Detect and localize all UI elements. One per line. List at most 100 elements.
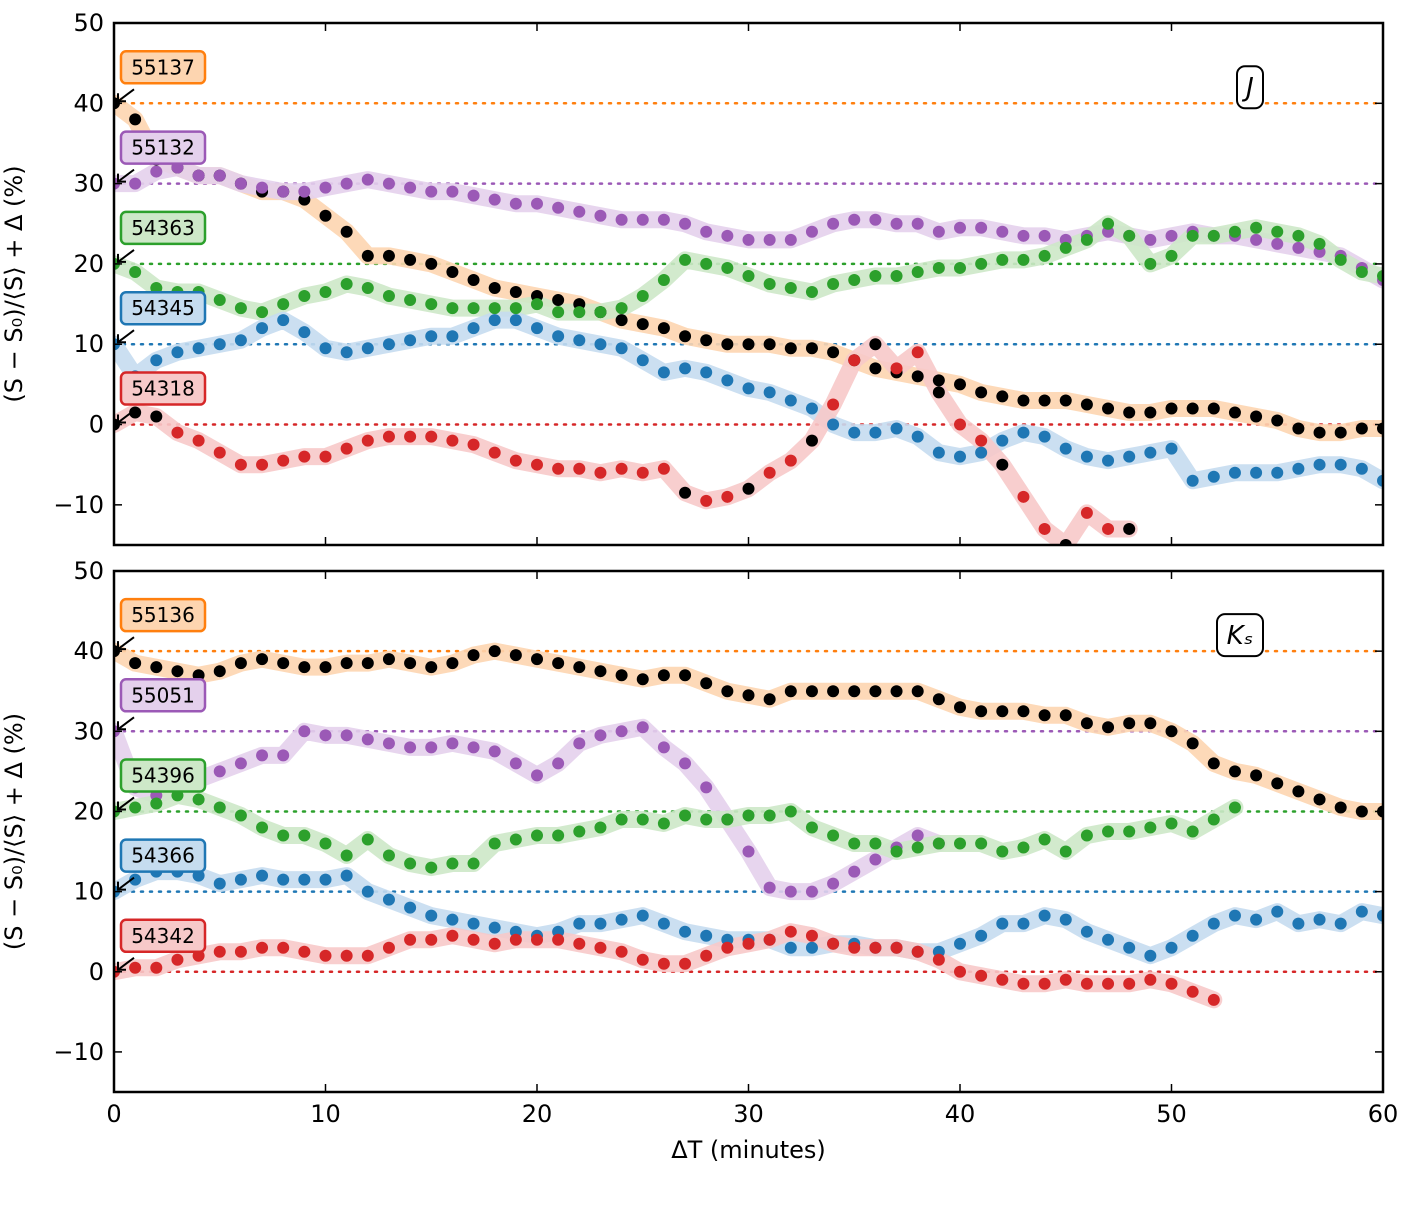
data-point-55132-24 (615, 213, 628, 226)
data-point-54318-12 (361, 434, 374, 447)
data-point-55136-59 (1355, 805, 1368, 818)
series-tag-box-54318 (119, 371, 207, 406)
data-point-54396-25 (636, 813, 649, 826)
data-point-54363-19 (509, 302, 522, 315)
data-point-54318-47 (1102, 522, 1115, 535)
tag-arrow-head (117, 881, 126, 891)
data-point-54396-6 (234, 809, 247, 822)
data-point-54345-51 (1186, 474, 1199, 487)
data-point-55132-43 (1017, 229, 1030, 242)
data-point-54342-11 (340, 949, 353, 962)
data-point-55136-5 (213, 665, 226, 678)
series-tag-box-54345 (119, 290, 207, 326)
data-point-54318-38 (911, 346, 924, 359)
data-point-54345-28 (700, 366, 713, 379)
tag-arrow-shaft (117, 168, 135, 183)
data-point-55132-42 (996, 225, 1009, 238)
data-point-54345-13 (382, 338, 395, 351)
data-point-54345-49 (1144, 446, 1157, 459)
x-tick-label: 0 (106, 1100, 121, 1128)
data-point-54363-38 (911, 265, 924, 278)
data-point-54342-52 (1207, 993, 1220, 1006)
data-point-54396-49 (1144, 821, 1157, 834)
data-point-55137-32 (784, 342, 797, 355)
data-point-55137-26 (657, 322, 670, 335)
data-point-55136-7 (256, 653, 269, 666)
data-point-54363-34 (827, 278, 840, 290)
data-point-55137-29 (721, 338, 734, 351)
data-point-55051-34 (827, 877, 840, 890)
data-point-54318-9 (298, 450, 311, 463)
data-point-54396-22 (573, 825, 586, 838)
data-point-54342-13 (382, 941, 395, 954)
data-point-54318-11 (340, 442, 353, 455)
data-point-54345-25 (636, 354, 649, 367)
data-point-54345-56 (1292, 462, 1305, 475)
data-point-54318-48 (1123, 522, 1136, 535)
data-point-55137-55 (1271, 414, 1284, 427)
data-point-54363-31 (763, 278, 776, 290)
data-point-55137-25 (636, 318, 649, 331)
data-point-54396-29 (721, 813, 734, 826)
data-point-55136-29 (721, 685, 734, 698)
data-point-54345-59 (1355, 462, 1368, 475)
data-point-55137-39 (932, 374, 945, 387)
data-point-54396-8 (277, 829, 290, 842)
data-point-54396-21 (552, 829, 565, 842)
data-point-54345-29 (721, 374, 734, 387)
data-point-54396-18 (488, 837, 501, 850)
data-point-54396-39 (932, 837, 945, 850)
band-label-box (1236, 65, 1264, 110)
data-point-54345-37 (890, 422, 903, 435)
data-point-55136-2 (150, 661, 163, 674)
data-point-55132-22 (573, 205, 586, 218)
data-point-54318-40 (954, 418, 966, 431)
data-point-54318-18 (488, 446, 501, 459)
data-point-54345-17 (467, 322, 480, 335)
data-point-55132-28 (700, 225, 713, 238)
data-point-54396-38 (911, 841, 924, 854)
data-point-54366-25 (636, 909, 649, 922)
data-point-55132-17 (467, 189, 480, 202)
data-point-54363-56 (1292, 229, 1305, 242)
y-tick-label: 50 (73, 9, 104, 37)
data-point-55137-18 (488, 282, 501, 295)
data-point-54345-32 (784, 394, 797, 407)
x-tick-label: 50 (1156, 1100, 1187, 1128)
data-point-54363-48 (1123, 229, 1136, 242)
data-point-54318-3 (171, 426, 184, 439)
data-point-55136-30 (742, 689, 755, 702)
data-point-54345-20 (531, 322, 543, 335)
data-point-54363-37 (890, 269, 903, 282)
data-point-54396-26 (657, 817, 670, 830)
data-point-54366-28 (700, 929, 713, 942)
series-tag-box-54363 (119, 210, 207, 246)
data-point-54366-52 (1207, 917, 1220, 930)
data-point-54363-23 (594, 306, 607, 319)
data-point-54363-14 (404, 294, 417, 307)
data-point-55051-7 (256, 749, 269, 762)
data-point-54318-19 (509, 454, 522, 467)
data-point-55137-57 (1313, 426, 1326, 439)
data-point-54345-14 (404, 334, 417, 347)
data-point-55137-41 (975, 386, 988, 399)
data-point-54342-51 (1186, 985, 1199, 998)
tag-arrow-shaft (117, 956, 135, 971)
data-point-54396-13 (382, 849, 395, 862)
y-tick-label: −10 (53, 1038, 104, 1066)
data-point-54345-33 (805, 402, 818, 415)
data-point-54366-43 (1017, 917, 1030, 930)
data-point-54366-59 (1355, 905, 1368, 918)
data-point-55132-35 (848, 213, 861, 226)
data-point-54345-57 (1313, 458, 1326, 471)
data-point-55132-32 (784, 233, 797, 246)
data-point-55136-45 (1059, 709, 1072, 722)
data-point-54345-45 (1059, 442, 1072, 455)
data-point-54345-12 (361, 342, 374, 355)
data-point-54345-21 (552, 330, 565, 343)
data-point-54345-50 (1165, 442, 1178, 455)
data-point-54363-28 (700, 257, 713, 270)
data-point-54363-12 (361, 282, 374, 295)
data-point-55132-27 (679, 217, 692, 230)
